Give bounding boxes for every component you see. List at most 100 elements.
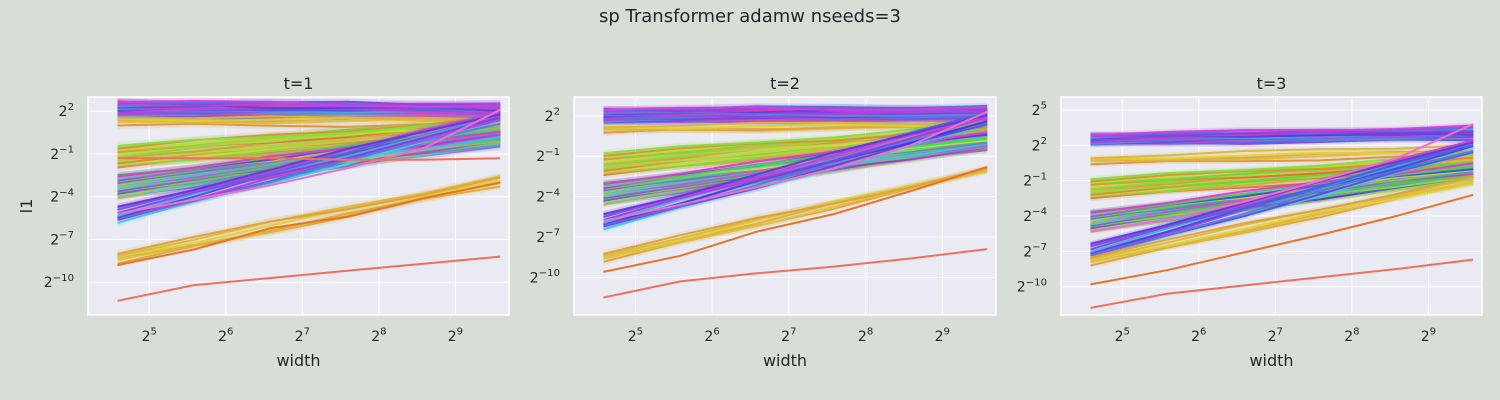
x-tick-label: 29 <box>1421 327 1436 345</box>
x-tick-label: 29 <box>935 327 950 345</box>
series-line-93 <box>1090 183 1474 261</box>
series-line-highlight-0 <box>117 181 501 267</box>
y-tick-label: 2−10 <box>44 273 74 291</box>
y-tick-label: 2−7 <box>50 230 74 248</box>
y-tick-label: 2−1 <box>1023 171 1047 189</box>
subplot-3: 25 26 27 28 29 25 22 2−1 2−4 2−7 2−10 t=3 width <box>1017 74 1483 370</box>
x-tick-label: 26 <box>704 327 719 345</box>
x-tick-label: 26 <box>218 327 233 345</box>
y-tick-label: 2−1 <box>536 147 560 165</box>
series-line-17 <box>603 110 988 116</box>
series-line-95 <box>1090 175 1474 259</box>
series-group <box>1090 122 1474 309</box>
x-tick-label: 29 <box>448 327 463 345</box>
series-line-82 <box>603 121 988 226</box>
series-line-82 <box>117 122 501 220</box>
y-tick-label: 25 <box>1032 101 1047 119</box>
x-tick-label: 25 <box>142 327 157 345</box>
series-line-85 <box>117 113 501 217</box>
y-tick-label: 2−7 <box>1023 242 1047 260</box>
series-line-49 <box>117 119 501 147</box>
series-line-29 <box>603 120 988 129</box>
x-tick-label: 25 <box>1115 327 1130 345</box>
series-line-highlight-2 <box>603 110 988 222</box>
series-band <box>1090 150 1474 183</box>
figure-title: sp Transformer adamw nseeds=3 <box>599 6 901 27</box>
series-band <box>117 117 501 150</box>
series-line-highlight-1 <box>117 255 501 302</box>
series-line-87 <box>1090 144 1474 248</box>
series-line-86 <box>603 116 988 222</box>
series-line-28 <box>603 123 988 130</box>
series-line-highlight-0 <box>1090 193 1474 286</box>
y-axis-label: l1 <box>17 199 36 214</box>
series-line-29 <box>117 115 501 122</box>
series-group <box>117 97 501 302</box>
series-line-highlight-3 <box>117 157 501 161</box>
series-band <box>117 103 501 117</box>
series-line-highlight-2 <box>117 108 501 215</box>
x-tick-label: 27 <box>1268 327 1283 345</box>
series-band <box>117 122 501 161</box>
series-band <box>603 118 988 131</box>
series-band <box>603 166 988 259</box>
y-tick-label: 2−10 <box>530 268 560 286</box>
series-line-24 <box>117 99 501 108</box>
series-group <box>603 102 988 299</box>
y-tick-label: 2−4 <box>50 187 74 205</box>
series-line-86 <box>117 116 501 215</box>
x-axis-label: width <box>763 351 807 370</box>
series-band <box>117 112 501 124</box>
x-tick-label: 28 <box>371 327 386 345</box>
series-line-78 <box>603 137 988 185</box>
y-tick-label: 2−10 <box>1017 277 1047 295</box>
series-line-highlight-2 <box>1090 123 1474 233</box>
series-line-95 <box>603 167 988 255</box>
y-tick-label: 22 <box>59 102 74 120</box>
y-tick-label: 2−1 <box>50 145 74 163</box>
x-tick-label: 25 <box>628 327 643 345</box>
subplot-1: 25 26 27 28 29 22 2−1 2−4 2−7 2−10 t=1 width l1 <box>17 74 510 370</box>
x-tick-label: 26 <box>1191 327 1206 345</box>
y-tick-label: 22 <box>545 107 560 125</box>
series-band <box>1090 142 1474 250</box>
series-line-89 <box>603 114 988 216</box>
y-tick-label: 2−4 <box>1023 207 1047 225</box>
subplot-title: t=1 <box>284 74 314 93</box>
series-line-95 <box>117 176 501 255</box>
series-band <box>1090 151 1474 168</box>
subplot-title: t=3 <box>1257 74 1287 93</box>
series-band <box>1090 128 1474 139</box>
x-axis-label: width <box>276 351 320 370</box>
series-line-highlight-1 <box>603 248 988 299</box>
series-line-74 <box>117 133 501 182</box>
series-band <box>1090 142 1474 162</box>
series-band <box>1090 124 1474 139</box>
series-band <box>117 110 501 221</box>
series-line-82 <box>1090 149 1474 255</box>
subplot-title: t=2 <box>770 74 800 93</box>
series-line-24 <box>1090 124 1474 137</box>
y-tick-label: 22 <box>1032 136 1047 154</box>
series-line-73 <box>603 137 988 190</box>
series-line-29 <box>1090 144 1474 160</box>
series-line-42 <box>603 129 988 164</box>
series-band <box>117 114 501 217</box>
series-line-94 <box>117 175 501 257</box>
series-line-22 <box>1090 130 1474 137</box>
series-band <box>117 104 501 117</box>
x-tick-label: 28 <box>858 327 873 345</box>
series-band <box>603 120 988 157</box>
y-tick-label: 2−7 <box>536 228 560 246</box>
subplot-2: 25 26 27 28 29 22 2−1 2−4 2−7 2−10 t=2 width <box>530 74 997 370</box>
series-line-24 <box>603 106 988 111</box>
series-line-79 <box>117 130 501 178</box>
series-line-79 <box>1090 162 1474 214</box>
series-line-78 <box>1090 165 1474 214</box>
x-tick-label: 28 <box>1344 327 1359 345</box>
x-tick-label: 27 <box>295 327 310 345</box>
series-line-highlight-1 <box>1090 258 1474 309</box>
y-tick-label: 2−4 <box>536 187 560 205</box>
x-tick-label: 27 <box>781 327 796 345</box>
